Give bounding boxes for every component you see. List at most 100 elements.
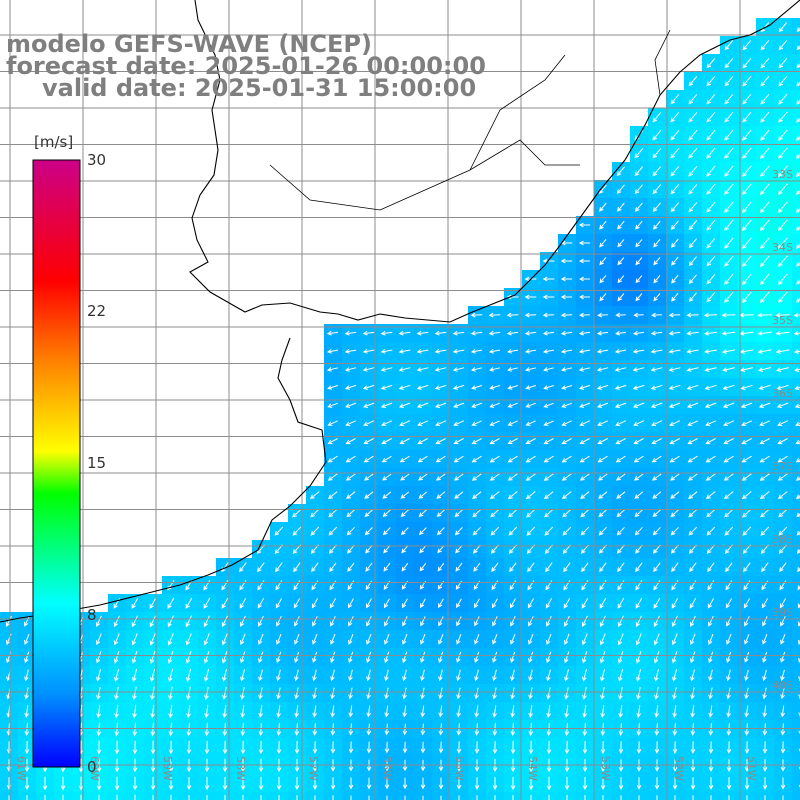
wind-arrow: [402, 633, 408, 645]
wind-arrow: [633, 420, 645, 426]
colorbar-tick-30: 30: [87, 151, 107, 169]
wind-arrow: [494, 795, 496, 800]
wind-arrow: [687, 455, 698, 463]
wind-arrow: [778, 165, 788, 178]
wind-arrow: [276, 740, 282, 755]
forecast-date: forecast date: 2025-01-26 00:00:00: [6, 52, 486, 80]
wind-arrow: [654, 741, 660, 754]
colorbar-tick-0: 0: [87, 758, 97, 776]
wind-arrow: [616, 184, 625, 195]
wind-arrow: [778, 129, 788, 141]
wind-arrow: [724, 291, 734, 303]
wind-arrow: [348, 633, 354, 645]
wind-arrow: [492, 705, 497, 718]
wind-arrow: [167, 650, 174, 664]
wind-arrow: [742, 165, 752, 177]
wind-arrow: [528, 776, 534, 791]
wind-arrow: [380, 367, 393, 372]
wind-arrow: [798, 621, 800, 627]
wind-arrow: [780, 669, 785, 682]
wind-arrow: [758, 367, 772, 372]
wind-arrow: [524, 312, 537, 318]
lat-label: 36S: [772, 387, 793, 400]
wind-arrow: [436, 491, 446, 499]
wind-arrow: [742, 93, 752, 105]
wind-arrow: [560, 294, 573, 300]
wind-arrow: [167, 615, 175, 628]
wind-arrow: [438, 741, 444, 754]
wind-arrow: [797, 603, 800, 609]
model-title: modelo GEFS-WAVE (NCEP): [6, 30, 372, 58]
wind-arrow: [294, 740, 300, 755]
lon-label: 51W: [745, 756, 758, 781]
wind-arrow: [435, 402, 447, 408]
coastline-uruguay-brazil: [189, 0, 800, 323]
wind-arrow: [724, 40, 734, 51]
wind-arrow: [596, 330, 609, 336]
wind-arrow: [724, 58, 734, 69]
wind-arrow: [380, 349, 393, 354]
wind-arrow: [329, 562, 337, 573]
wind-arrow: [599, 238, 607, 248]
wind-arrow: [634, 526, 643, 536]
wind-arrow: [706, 509, 716, 518]
wind-arrow: [777, 491, 788, 500]
wind-arrow: [435, 420, 447, 426]
wind-arrow: [186, 704, 191, 719]
wind-arrow: [746, 795, 748, 800]
wind-arrow: [350, 795, 352, 800]
wind-arrow: [527, 562, 535, 573]
wind-arrow: [258, 633, 264, 645]
wind-arrow: [597, 312, 608, 318]
wind-arrow: [617, 615, 624, 628]
wind-arrow: [776, 384, 789, 390]
wind-arrow: [492, 741, 498, 754]
wind-arrow: [526, 526, 536, 536]
wind-arrow: [542, 276, 555, 282]
wind-arrow: [582, 705, 587, 718]
wind-arrow: [492, 687, 497, 700]
wind-arrow: [436, 527, 445, 536]
wind-arrow: [596, 367, 609, 372]
wind-arrow: [599, 633, 606, 646]
wind-arrow: [796, 189, 800, 196]
wind-arrow: [778, 75, 788, 87]
wind-arrow: [798, 730, 800, 735]
wind-arrow: [670, 184, 680, 195]
wind-arrow: [670, 509, 680, 518]
wind-arrow: [653, 275, 661, 284]
wind-arrow: [453, 455, 464, 463]
wind-arrow: [796, 171, 800, 178]
wind-arrow: [669, 438, 680, 445]
wind-arrow: [670, 491, 680, 499]
wind-arrow: [185, 580, 193, 591]
wind-arrow: [704, 330, 717, 336]
wind-arrow: [672, 669, 677, 682]
wind-arrow: [724, 111, 734, 123]
wind-arrow: [617, 580, 625, 591]
wind-arrow: [760, 508, 770, 518]
wind-arrow: [546, 669, 551, 682]
wind-arrow: [454, 509, 464, 518]
wind-arrow: [366, 777, 372, 790]
wind-arrow: [742, 129, 752, 141]
wind-arrow: [185, 597, 193, 609]
wind-arrow: [760, 255, 770, 268]
wind-arrow: [150, 704, 155, 719]
wind-arrow: [566, 794, 568, 800]
wind-arrow: [635, 275, 643, 284]
lat-labels: 33S 34S 35S 36S 37S 38S 39S 40S: [772, 168, 793, 692]
wind-arrow: [615, 473, 626, 481]
wind-arrow: [600, 777, 606, 790]
wind-arrow: [779, 562, 787, 573]
wind-arrow: [780, 651, 786, 663]
wind-arrow: [706, 292, 716, 303]
wind-arrow: [543, 385, 554, 390]
wind-arrow: [546, 687, 551, 700]
wind-arrow: [599, 257, 607, 266]
wind-arrow: [721, 349, 736, 354]
wind-arrow: [671, 651, 678, 664]
wind-arrow: [671, 256, 679, 266]
wind-arrow: [168, 740, 174, 755]
wind-arrow: [762, 634, 768, 645]
